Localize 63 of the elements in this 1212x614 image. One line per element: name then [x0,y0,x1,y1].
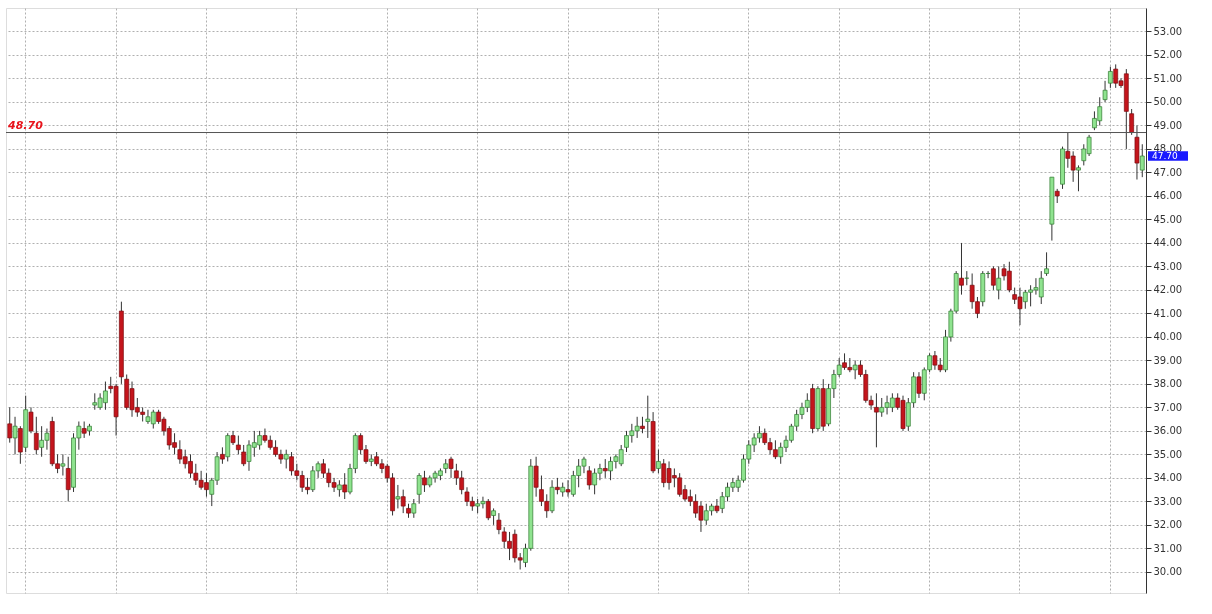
candlestick [1076,164,1081,192]
y-tick-label: 30.00 [1153,566,1183,578]
candlestick [656,449,661,474]
y-tick-label: 49.00 [1153,119,1183,131]
candlestick [28,406,34,434]
y-tick-label: 32.00 [1153,519,1183,531]
y-tick-label: 37.00 [1153,401,1183,413]
candlestick [1129,108,1134,136]
candlestick [416,472,422,505]
y-tick-label: 44.00 [1153,237,1183,249]
candlestick [991,265,996,291]
candlestick [645,395,651,439]
y-tick-label: 34.00 [1153,472,1183,484]
y-tick-label: 45.00 [1153,213,1183,225]
candlestick [1108,66,1113,89]
y-tick-label: 36.00 [1153,425,1183,437]
candlestick [565,479,571,498]
y-tick-label: 53.00 [1153,25,1183,37]
y-tick-label: 42.00 [1153,284,1183,296]
y-tick-label: 40.00 [1153,331,1183,343]
candlestick [602,458,608,479]
y-tick-label: 41.00 [1153,307,1183,319]
candlestick [485,498,491,521]
candlestick [33,416,39,455]
y-tick-label: 35.00 [1153,448,1183,460]
candlestick [852,359,858,380]
y-tick-label: 38.00 [1153,378,1183,390]
candlestick [236,435,241,455]
candlestick [411,498,417,519]
y-tick-label: 31.00 [1153,542,1183,554]
candlestick [1102,80,1108,103]
y-tick-label: 46.00 [1153,190,1183,202]
candlestick [714,498,720,514]
candlestick [395,484,401,509]
candlestick [448,456,454,479]
candlestick [241,444,247,467]
candlestick [7,406,13,444]
candlestick [959,242,964,296]
candlestick [12,416,18,455]
candlestick [874,392,879,448]
candlestick [65,456,71,502]
candlestick [996,265,1002,300]
y-tick-label: 43.00 [1153,260,1183,272]
candlestick [225,432,231,462]
candlestick [60,453,66,477]
candlestick [18,425,23,465]
candlestick [586,465,592,491]
y-tick-label: 33.00 [1153,495,1183,507]
candlestick [422,470,427,493]
candlestick [916,371,922,399]
ref-line-label: 48.70 [7,118,44,132]
candlestick [400,489,406,514]
y-tick-label: 52.00 [1153,49,1183,61]
candlestick [549,479,555,514]
y-tick-label: 51.00 [1153,72,1183,84]
y-tick-label: 50.00 [1153,96,1183,108]
candlestick [283,449,289,469]
candlestick [342,472,348,500]
y-tick-label: 47.00 [1153,166,1183,178]
candlestick [496,512,502,535]
y-tick-label: 39.00 [1153,354,1183,366]
candlestick [533,456,539,498]
candlestick [1044,251,1049,277]
